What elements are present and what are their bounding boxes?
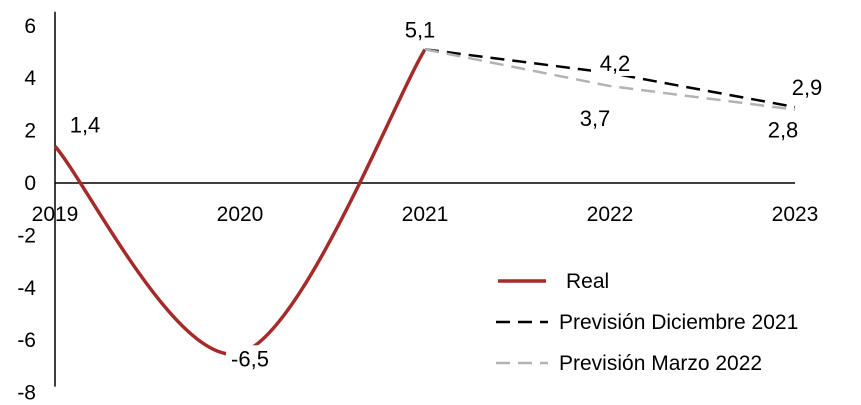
- x-tick-labels: 2019 2020 2021 2022 2023: [32, 203, 819, 226]
- data-label: 3,7: [580, 106, 611, 131]
- axes: [54, 11, 795, 387]
- legend: Real Previsión Diciembre 2021 Previsión Ma…: [496, 270, 798, 375]
- x-tick-label: 2023: [772, 203, 819, 226]
- data-label-background: [783, 74, 831, 101]
- data-label-background: [571, 105, 619, 132]
- x-tick-label: 2020: [217, 203, 264, 226]
- series-lines: [53, 48, 796, 356]
- series-line-prevision-marzo-2022: [424, 48, 796, 111]
- data-label-background: [759, 116, 807, 143]
- legend-item-prevision-marzo-2022: Previsión Marzo 2022: [496, 352, 762, 375]
- legend-label: Previsión Marzo 2022: [559, 352, 762, 375]
- x-tick-label: 2021: [402, 203, 449, 226]
- y-tick-label: -6: [17, 329, 36, 352]
- data-label: 4,2: [600, 51, 631, 76]
- y-tick-label: 0: [24, 172, 36, 195]
- data-label-background: [396, 16, 444, 43]
- legend-item-prevision-diciembre-2021: Previsión Diciembre 2021: [496, 311, 798, 334]
- y-tick-labels: 6 4 2 0 -2 -4 -6 -8: [17, 15, 36, 405]
- series-line-real: [53, 48, 427, 356]
- legend-item-real: Real: [498, 270, 609, 293]
- data-label: 5,1: [405, 17, 436, 42]
- x-tick-label: 2022: [587, 203, 634, 226]
- y-tick-label: -2: [17, 224, 36, 247]
- data-label-background: [226, 345, 274, 372]
- data-label: 2,8: [768, 118, 799, 143]
- y-tick-label: -8: [17, 382, 36, 405]
- y-tick-label: 6: [24, 15, 36, 38]
- data-labels: 1,4 -6,5 5,1 4,2 3,7 2,9 2,8: [70, 16, 831, 372]
- data-label: 2,9: [792, 75, 823, 100]
- y-tick-label: 4: [24, 67, 36, 90]
- legend-label: Previsión Diciembre 2021: [559, 311, 798, 334]
- y-tick-label: 2: [24, 120, 36, 143]
- y-tick-label: -4: [17, 277, 36, 300]
- data-label-background: [591, 49, 639, 76]
- legend-label: Real: [566, 270, 609, 293]
- data-label: 1,4: [70, 112, 101, 137]
- x-tick-label: 2019: [32, 203, 79, 226]
- data-label: -6,5: [231, 346, 269, 371]
